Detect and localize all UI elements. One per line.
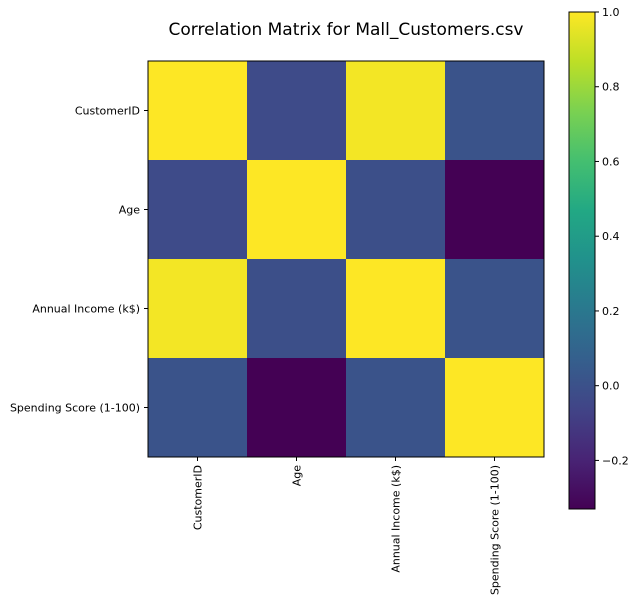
row-tick-label: Spending Score (1-100) bbox=[10, 402, 140, 415]
colorbar-tick-label: 0.2 bbox=[602, 305, 620, 318]
heatmap-cell-3-3 bbox=[445, 358, 545, 458]
heatmap-cell-3-2 bbox=[346, 358, 446, 458]
heatmap-cell-2-1 bbox=[247, 259, 347, 359]
heatmap-frame bbox=[147, 60, 545, 458]
col-tick-label: CustomerID bbox=[192, 465, 205, 530]
colorbar-tick-label: 0.0 bbox=[602, 380, 620, 393]
heatmap-cell-1-1 bbox=[247, 160, 347, 260]
row-tick-label: Age bbox=[119, 204, 141, 217]
heatmap-cell-1-3 bbox=[445, 160, 545, 260]
heatmap-cells bbox=[148, 61, 545, 458]
heatmap-cell-1-0 bbox=[148, 160, 248, 260]
chart-title: Correlation Matrix for Mall_Customers.cs… bbox=[169, 20, 524, 40]
row-tick-label: CustomerID bbox=[75, 105, 140, 118]
col-tick-label: Spending Score (1-100) bbox=[489, 465, 502, 595]
heatmap-cell-1-2 bbox=[346, 160, 446, 260]
heatmap-cell-0-3 bbox=[445, 61, 545, 161]
heatmap-cell-2-3 bbox=[445, 259, 545, 359]
colorbar-tick-label: 1.0 bbox=[602, 6, 620, 19]
colorbar-tick-label: 0.8 bbox=[602, 81, 620, 94]
col-tick-label: Age bbox=[291, 465, 304, 487]
heatmap-cell-2-0 bbox=[148, 259, 248, 359]
heatmap-cell-0-0 bbox=[148, 61, 248, 161]
colorbar: −0.2 0.0 0.2 0.4 0.6 0.8 1.0 bbox=[568, 6, 629, 510]
col-tick-label: Annual Income (k$) bbox=[390, 465, 403, 573]
heatmap-cell-3-0 bbox=[148, 358, 248, 458]
row-tick-label: Annual Income (k$) bbox=[32, 303, 140, 316]
heatmap-cell-0-2 bbox=[346, 61, 446, 161]
colorbar-tick-label: 0.6 bbox=[602, 155, 620, 168]
colorbar-tick-label: −0.2 bbox=[602, 454, 629, 467]
heatmap-cell-3-1 bbox=[247, 358, 347, 458]
row-tick-labels: CustomerID Age Annual Income (k$) Spending … bbox=[10, 105, 148, 415]
colorbar-gradient bbox=[568, 11, 596, 510]
heatmap-cell-0-1 bbox=[247, 61, 347, 161]
colorbar-tick-label: 0.4 bbox=[602, 230, 620, 243]
heatmap-cell-2-2 bbox=[346, 259, 446, 359]
col-tick-labels: CustomerID Age Annual Income (k$) Spending … bbox=[192, 457, 502, 595]
